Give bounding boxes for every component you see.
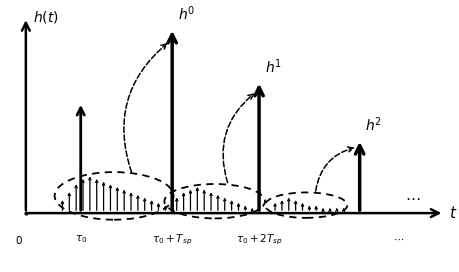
Text: $\tau_0+2T_{sp}$: $\tau_0+2T_{sp}$ xyxy=(235,232,282,247)
Text: $\tau_0+T_{sp}$: $\tau_0+T_{sp}$ xyxy=(152,232,192,247)
Text: $\cdots$: $\cdots$ xyxy=(392,235,403,244)
Text: $h^0$: $h^0$ xyxy=(177,4,195,23)
Text: $t$: $t$ xyxy=(448,205,456,221)
Text: $h^2$: $h^2$ xyxy=(364,115,381,134)
Text: $h(t)$: $h(t)$ xyxy=(33,9,58,25)
Text: $h^1$: $h^1$ xyxy=(264,57,281,76)
Text: $0$: $0$ xyxy=(15,234,23,246)
Text: $\cdots$: $\cdots$ xyxy=(403,190,419,205)
Text: $\tau_0$: $\tau_0$ xyxy=(74,234,87,245)
